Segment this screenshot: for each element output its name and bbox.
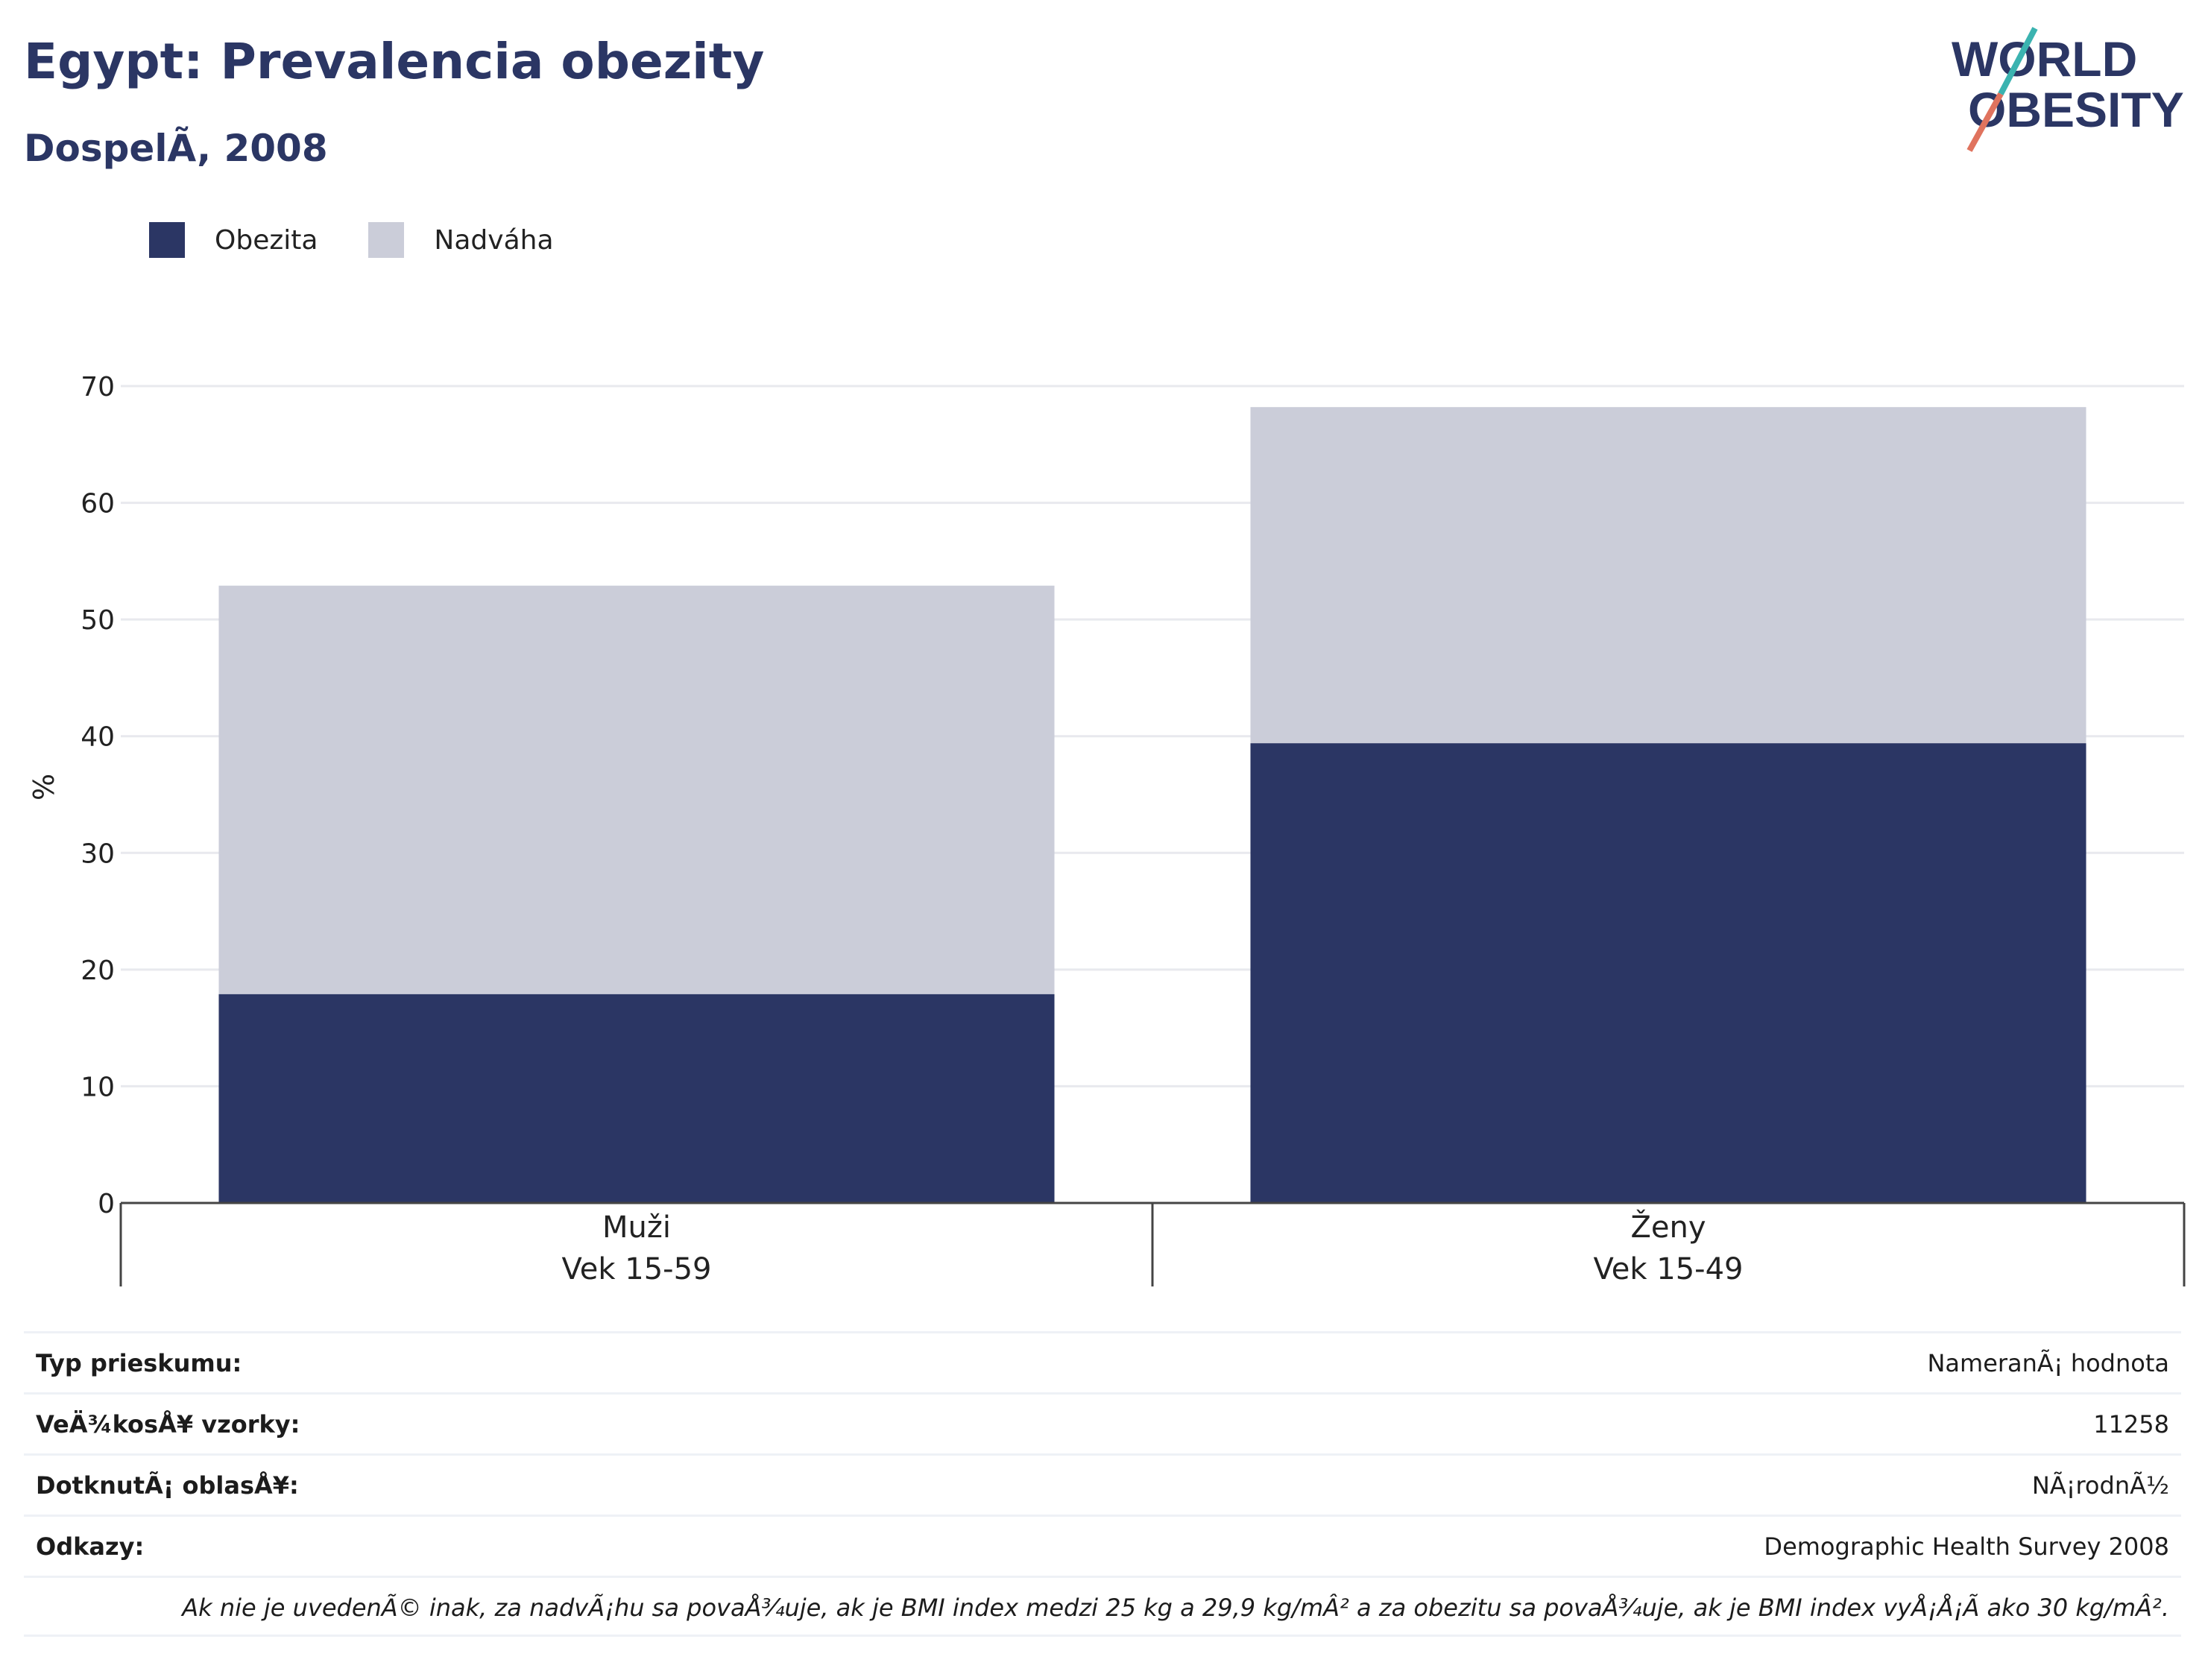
x-tick-label-age: Vek 15-59 bbox=[562, 1252, 712, 1286]
y-tick-label: 40 bbox=[81, 722, 115, 753]
bar-obesity-2[interactable] bbox=[1250, 743, 2086, 1203]
info-row: DotknutÃ¡ oblasÅ¥: NÃ¡rodnÃ½ bbox=[24, 1453, 2181, 1515]
info-label: DotknutÃ¡ oblasÅ¥: bbox=[36, 1471, 299, 1500]
world-obesity-logo: WORLD OBESITY bbox=[1952, 27, 2184, 152]
info-row: VeÄ¾kosÅ¥ vzorky: 11258 bbox=[24, 1392, 2181, 1453]
y-tick-label: 60 bbox=[81, 489, 115, 520]
info-label: Odkazy: bbox=[36, 1532, 145, 1561]
x-tick-label-sex: Ženy bbox=[1630, 1209, 1706, 1245]
y-tick-label: 20 bbox=[81, 956, 115, 986]
bar-obesity-1[interactable] bbox=[218, 994, 1055, 1203]
info-value: NÃ¡rodnÃ½ bbox=[2031, 1471, 2169, 1500]
survey-info-table: Typ prieskumu: NameranÃ¡ hodnota VeÄ¾kosÅ¥… bbox=[24, 1331, 2181, 1637]
info-row: Odkazy: Demographic Health Survey 2008 bbox=[24, 1515, 2181, 1576]
bar-overweight-1[interactable] bbox=[218, 585, 1055, 994]
bar-overweight-2[interactable] bbox=[1250, 407, 2086, 744]
logo-slash-teal bbox=[1998, 27, 2038, 95]
x-tick-label-age: Vek 15-49 bbox=[1594, 1252, 1744, 1286]
info-row: Typ prieskumu: NameranÃ¡ hodnota bbox=[24, 1331, 2181, 1392]
x-tick-label-sex: Muži bbox=[602, 1210, 671, 1245]
bars bbox=[218, 407, 2086, 1203]
legend-item-obesity[interactable]: Obezita bbox=[149, 222, 318, 258]
info-value: NameranÃ¡ hodnota bbox=[1927, 1348, 2169, 1377]
info-label: VeÄ¾kosÅ¥ vzorky: bbox=[36, 1409, 300, 1439]
legend-item-overweight[interactable]: Nadváha bbox=[368, 222, 554, 258]
chart-subtitle: DospelÃ, 2008 bbox=[24, 127, 328, 170]
logo-word-world: WORLD bbox=[1952, 31, 2137, 86]
y-tick-label: 30 bbox=[81, 839, 115, 869]
y-tick-label: 10 bbox=[81, 1072, 115, 1102]
footnote: Ak nie je uvedenÃ© inak, za nadvÃ¡hu sa … bbox=[24, 1576, 2181, 1637]
logo-slash-coral bbox=[1966, 92, 2004, 152]
y-axis-label: % bbox=[28, 774, 60, 800]
y-tick-labels: 0 10 20 30 40 50 60 70 bbox=[81, 372, 115, 1219]
legend-swatch-overweight bbox=[368, 222, 405, 258]
y-tick-label: 70 bbox=[81, 372, 115, 402]
info-value: Demographic Health Survey 2008 bbox=[1764, 1532, 2169, 1561]
y-tick-label: 0 bbox=[98, 1189, 115, 1219]
legend-label-overweight: Nadváha bbox=[434, 224, 554, 256]
legend-label-obesity: Obezita bbox=[215, 224, 318, 256]
y-tick-label: 50 bbox=[81, 605, 115, 636]
stacked-bar-chart: 0 10 20 30 40 50 60 70 % Muži Vek 15-59 Ženy Vek 1… bbox=[28, 372, 2186, 1286]
chart-title: Egypt: Prevalencia obezity bbox=[24, 33, 765, 90]
chart-legend: Obezita Nadváha bbox=[149, 222, 605, 258]
info-label: Typ prieskumu: bbox=[36, 1348, 242, 1377]
info-value: 11258 bbox=[2093, 1409, 2169, 1439]
legend-swatch-obesity bbox=[149, 222, 185, 258]
x-axis: Muži Vek 15-59 Ženy Vek 15-49 bbox=[119, 1201, 2186, 1286]
